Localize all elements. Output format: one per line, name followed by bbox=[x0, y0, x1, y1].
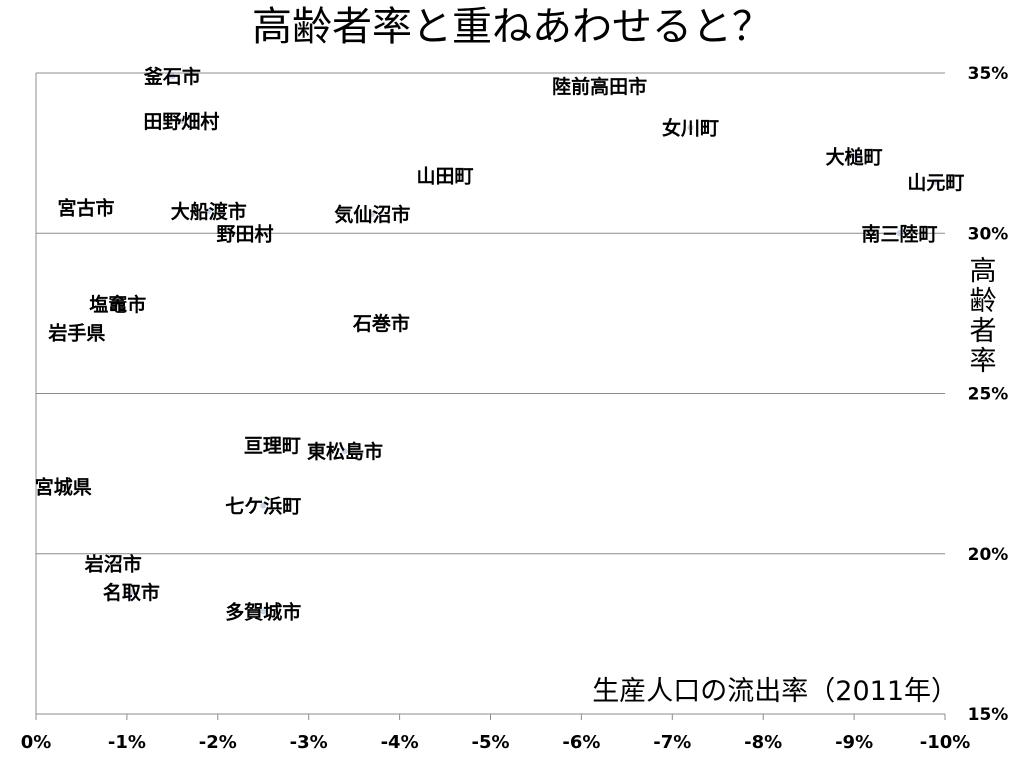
x-tick-label: -4% bbox=[381, 732, 419, 753]
y-tick-label: 35% bbox=[968, 64, 1009, 84]
data-point: 大船渡市 bbox=[171, 200, 247, 223]
point-label: 女川町 bbox=[662, 116, 719, 139]
point-label: 岩手県 bbox=[47, 322, 105, 345]
point-label: 陸前高田市 bbox=[552, 75, 647, 98]
x-tick-label: -5% bbox=[471, 732, 509, 753]
x-tick-label: -6% bbox=[562, 732, 600, 753]
point-label: 多賀城市 bbox=[225, 600, 301, 623]
point-label: 野田村 bbox=[217, 222, 274, 245]
point-marker bbox=[896, 230, 903, 237]
x-tick-label: -10% bbox=[920, 732, 971, 753]
y-tick-label: 25% bbox=[968, 385, 1009, 405]
point-label: 大槌町 bbox=[826, 145, 883, 168]
point-marker bbox=[82, 204, 89, 211]
point-marker bbox=[60, 483, 67, 490]
data-point: 南三陸町 bbox=[862, 222, 938, 245]
y-axis-ticks: 15% 20% 25% 30% 35% bbox=[968, 64, 1009, 725]
y-axis-title: 高齢者率 bbox=[970, 256, 997, 377]
point-marker bbox=[269, 441, 276, 448]
y-tick-label: 15% bbox=[968, 705, 1009, 725]
point-label: 南三陸町 bbox=[862, 222, 938, 245]
data-point: 亘理町 bbox=[244, 435, 301, 457]
point-label: 七ケ浜町 bbox=[225, 496, 301, 518]
x-tick-label: 0% bbox=[21, 732, 52, 753]
data-point: 山元町 bbox=[907, 172, 964, 194]
point-label: 大船渡市 bbox=[171, 200, 247, 223]
slide-title: 高齢者率と重ねあわせると？ bbox=[252, 4, 772, 50]
data-point: 東松島市 bbox=[307, 440, 383, 463]
data-point: 多賀城市 bbox=[225, 600, 301, 623]
data-point: 気仙沼市 bbox=[334, 203, 410, 226]
point-marker bbox=[128, 589, 135, 596]
point-marker bbox=[342, 448, 349, 455]
point-marker bbox=[260, 608, 267, 615]
point-marker bbox=[932, 178, 939, 185]
point-marker bbox=[178, 118, 185, 125]
point-marker bbox=[242, 230, 249, 237]
x-tick-label: -7% bbox=[653, 732, 691, 753]
point-marker bbox=[260, 502, 267, 509]
x-axis-title: 生産人口の流出率（2011年） bbox=[592, 676, 958, 707]
point-label: 岩沼市 bbox=[84, 552, 142, 575]
point-label: 宮古市 bbox=[57, 197, 114, 220]
point-label: 釜石市 bbox=[143, 65, 201, 88]
data-point: 田野畑村 bbox=[143, 110, 219, 133]
x-axis-ticks: 0% -1% -2% -3% -4% -5% -6% -7% -8% -9% -10% bbox=[21, 714, 971, 753]
data-point: 陸前高田市 bbox=[552, 75, 647, 98]
point-marker bbox=[369, 211, 376, 218]
data-point: 塩竈市 bbox=[89, 293, 146, 316]
point-label: 名取市 bbox=[103, 581, 160, 604]
data-point: 名取市 bbox=[103, 581, 160, 604]
data-point: 岩沼市 bbox=[84, 552, 142, 575]
data-point: 大槌町 bbox=[826, 145, 883, 168]
point-label: 亘理町 bbox=[244, 435, 301, 457]
data-point: 岩手県 bbox=[47, 322, 105, 345]
data-point: 女川町 bbox=[662, 116, 719, 139]
point-marker bbox=[114, 300, 121, 307]
x-tick-label: -2% bbox=[199, 732, 237, 753]
point-label: 東松島市 bbox=[307, 440, 383, 463]
point-label: 石巻市 bbox=[352, 312, 410, 335]
x-tick-label: -1% bbox=[108, 732, 146, 753]
y-tick-label: 30% bbox=[968, 224, 1009, 244]
data-point: 宮古市 bbox=[57, 197, 114, 220]
point-marker bbox=[205, 207, 212, 214]
point-marker bbox=[596, 82, 603, 89]
grid-lines bbox=[36, 72, 945, 555]
point-marker bbox=[73, 329, 80, 336]
point-marker bbox=[378, 319, 385, 326]
data-point: 山田町 bbox=[417, 166, 474, 188]
data-point: 石巻市 bbox=[352, 312, 410, 335]
data-point: 七ケ浜町 bbox=[225, 496, 301, 518]
point-marker bbox=[442, 172, 449, 179]
data-point: 釜石市 bbox=[143, 65, 201, 88]
point-marker bbox=[169, 73, 176, 80]
point-label: 田野畑村 bbox=[143, 110, 219, 133]
point-label: 気仙沼市 bbox=[334, 203, 410, 226]
point-label: 山田町 bbox=[417, 166, 474, 188]
y-tick-label: 20% bbox=[968, 545, 1009, 565]
x-tick-label: -9% bbox=[835, 732, 873, 753]
point-marker bbox=[110, 560, 117, 567]
point-label: 山元町 bbox=[907, 172, 964, 194]
data-point: 野田村 bbox=[217, 222, 274, 245]
data-point: 宮城県 bbox=[35, 475, 92, 498]
point-label: 宮城県 bbox=[35, 475, 92, 498]
point-label: 塩竈市 bbox=[89, 293, 146, 316]
x-tick-label: -3% bbox=[290, 732, 328, 753]
x-tick-label: -8% bbox=[744, 732, 782, 753]
point-marker bbox=[851, 153, 858, 160]
point-marker bbox=[687, 124, 694, 131]
